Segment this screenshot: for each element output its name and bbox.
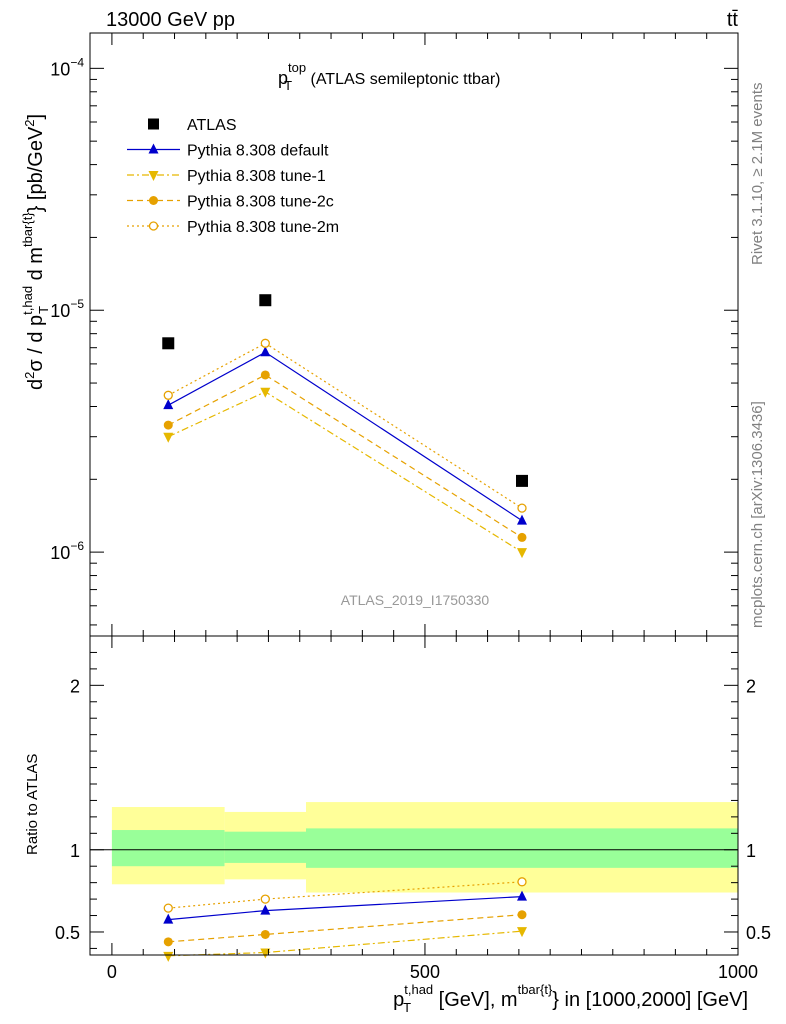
marker-circle-open [148,221,159,231]
legend-label: ATLAS [187,117,237,134]
marker-triangle-up [260,904,271,915]
band-green [111,830,225,867]
legend-label: Pythia 8.308 default [187,143,329,160]
marker-circle-open [517,503,527,513]
marker-circle [260,929,270,939]
marker-circle-open [260,894,270,904]
marker-triangle-up [148,143,159,154]
marker-square [148,118,159,130]
ratio-y-tick-label-left: 1 [70,841,80,861]
x-tick-label: 0 [107,962,117,982]
marker-triangle-up [163,913,174,924]
ratio-y-tick-label-right: 0.5 [746,923,771,943]
marker-circle-open [260,338,270,348]
main-y-axis-label: d2σ / d pt,hadT d mtbar{t}} [pb/GeV2] [20,114,51,390]
rivet-label: Rivet 3.1.10, ≥ 2.1M events [749,83,766,266]
marker-square [516,474,528,487]
marker-triangle-down [517,548,527,559]
marker-square [259,294,272,307]
ratio-y-axis-label: Ratio to ATLAS [24,754,41,855]
marker-circle-open [163,903,173,913]
main-y-tick-label: 10−5 [50,297,84,321]
x-tick-label: 500 [410,962,440,982]
marker-triangle-down [163,951,174,962]
marker-triangle-up [517,890,527,901]
marker-square [162,337,175,350]
marker-triangle-down [517,927,527,938]
ratio-y-tick-label-left: 2 [70,676,80,696]
header-left: 13000 GeV pp [106,9,235,31]
band-green [306,828,738,868]
marker-triangle-down [260,387,271,398]
ratio-y-tick-label-right: 2 [746,676,756,696]
ratio-y-tick-label-right: 1 [746,841,756,861]
band-green [224,831,306,863]
marker-triangle-up [517,514,527,525]
marker-triangle-up [260,346,271,357]
legend-label: Pythia 8.308 tune-2c [187,194,334,211]
marker-circle-open [517,877,527,887]
axes: 0 500 1000 10−6 10−5 10−4 0.5 0.5 1 1 2 2 [50,32,771,982]
marker-triangle-down [163,432,174,443]
legend-label: Pythia 8.308 tune-2m [187,219,339,236]
main-y-tick-label: 10−4 [50,55,84,79]
marker-circle-open [163,390,173,400]
legend: ATLAS Pythia 8.308 default Pythia 8.308 tu… [127,117,339,236]
marker-circle [163,420,173,430]
ratio-y-tick-label-left: 0.5 [55,923,80,943]
marker-circle [260,370,270,380]
x-tick-label: 1000 [718,962,758,982]
ratio-frame [89,635,739,956]
main-y-tick-label: 10−6 [50,539,84,563]
mcplots-label: mcplots.cern.ch [arXiv:1306.3436] [749,401,766,628]
ratio-bands [90,802,738,893]
marker-circle [163,937,173,947]
series-line [167,374,523,538]
ratio-line [168,914,523,943]
marker-circle [149,196,158,205]
header-right: tt̄ [727,9,739,31]
legend-label: Pythia 8.308 tune-1 [187,168,326,185]
x-axis-label: pt,had T [GeV], mtbar{t}} in [1000,2000] … [393,982,748,1015]
marker-triangle-down [260,948,271,959]
marker-triangle-up [163,399,174,410]
marker-circle [517,910,527,920]
main-series [162,294,528,559]
marker-triangle-down [148,171,159,181]
analysis-watermark: ATLAS_2019_I1750330 [341,592,490,608]
chart-title: ptop T (ATLAS semileptonic ttbar) [278,60,500,93]
marker-circle [517,532,527,542]
